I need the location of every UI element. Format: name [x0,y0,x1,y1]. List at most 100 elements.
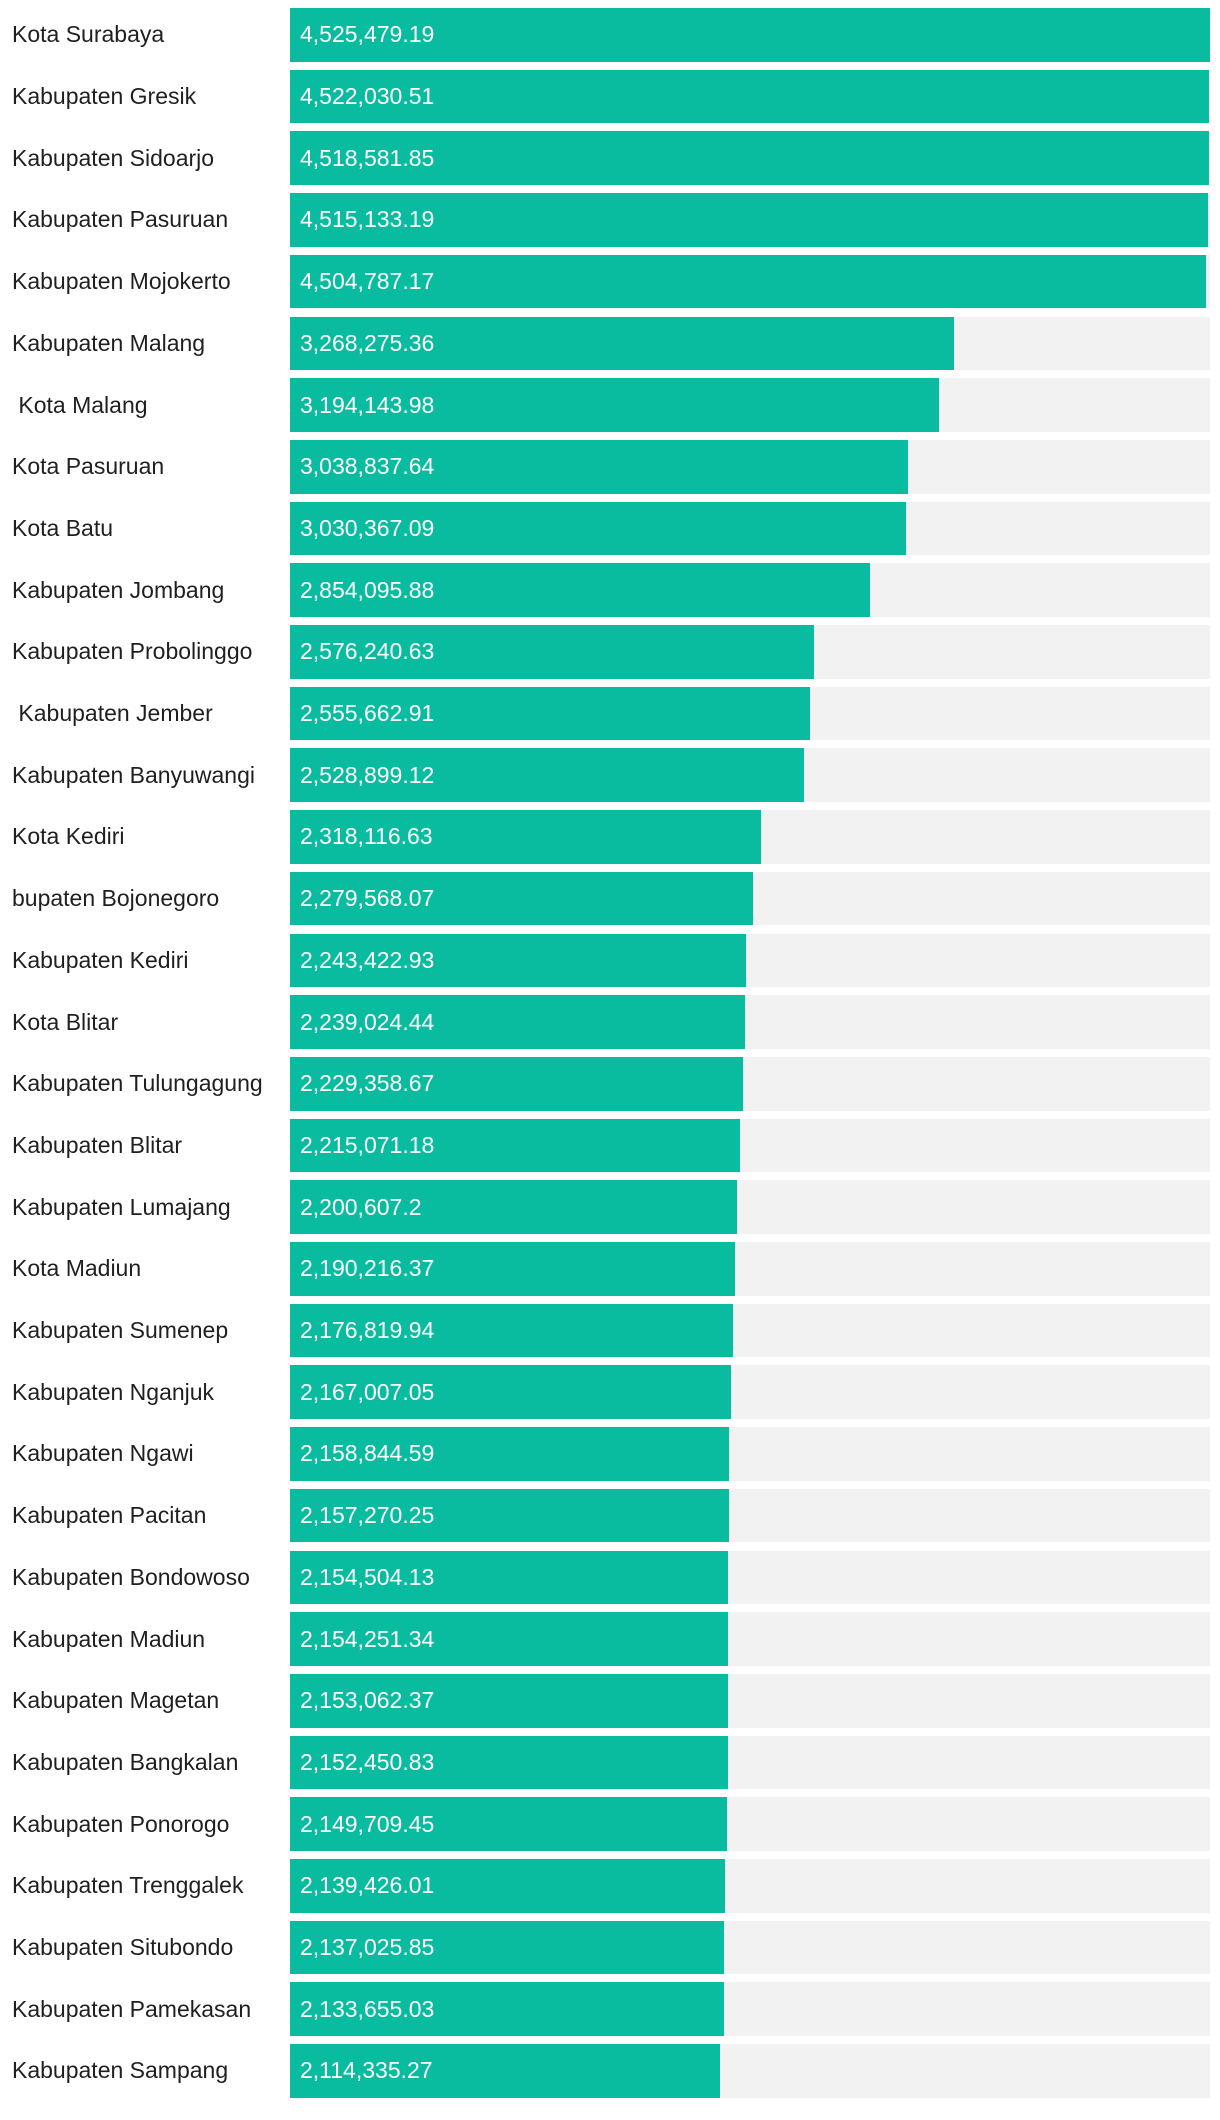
bar-value-label: 2,137,025.85 [300,1934,435,1961]
bar [290,1920,725,1975]
bar-track: 2,279,568.07 [290,871,1210,926]
category-label: Kabupaten Banyuwangi [12,761,255,788]
bar-value-label: 2,229,358.67 [300,1070,435,1097]
bar-row: Kabupaten Blitar 2,215,071.18 [0,1115,1220,1177]
bar-row: Kabupaten Mojokerto 4,504,787.17 [0,251,1220,313]
bar-track: 2,555,662.91 [290,686,1210,741]
bar [290,1242,736,1296]
category-label: Kabupaten Jombang [12,576,225,603]
bar-value-label: 2,528,899.12 [300,761,435,788]
category-label: Kabupaten Pamekasan [12,1995,252,2022]
bar [290,625,814,679]
bar-track: 2,133,655.03 [290,1982,1210,2037]
category-label: Kabupaten Ngawi [12,1440,194,1467]
bar-value-label: 2,279,568.07 [300,885,435,912]
bar [290,1488,729,1543]
bar [290,1303,733,1358]
bar [290,316,955,371]
bar [290,378,940,432]
category-label: Kabupaten Malang [12,329,206,356]
category-label: Kabupaten Gresik [12,83,197,110]
bar-row: Kota Pasuruan 3,038,837.64 [0,436,1220,498]
bar-value-label: 2,152,450.83 [300,1748,435,1775]
bar-row: Kabupaten Gresik 4,522,030.51 [0,66,1220,128]
bar-row: Kabupaten Bangkalan 2,152,450.83 [0,1732,1220,1794]
bar-track: 3,038,837.64 [290,439,1210,494]
bar [290,1859,725,1913]
bar-value-label: 2,167,007.05 [300,1378,435,1405]
bar-row: Kota Blitar 2,239,024.44 [0,991,1220,1053]
bar-track: 2,176,819.94 [290,1303,1210,1358]
bar-row: Kabupaten Ngawi 2,158,844.59 [0,1423,1220,1485]
category-label: Kabupaten Probolinggo [12,638,253,665]
category-label: Kabupaten Blitar [12,1131,183,1158]
category-label: Kabupaten Ponorogo [12,1810,230,1837]
bar-row: Kabupaten Pasuruan 4,515,133.19 [0,189,1220,251]
bar [290,1550,728,1605]
category-label: bupaten Bojonegoro [12,885,220,912]
bar [290,1982,724,2037]
bar-track: 2,154,504.13 [290,1550,1210,1605]
bar [290,748,805,803]
category-label: Kota Pasuruan [12,453,165,480]
bar-row: Kabupaten Trenggalek 2,139,426.01 [0,1855,1220,1917]
bar-track: 2,243,422.93 [290,933,1210,988]
bar-track: 4,515,133.19 [290,193,1210,247]
bar-value-label: 2,114,335.27 [300,2057,433,2084]
bar-track: 3,268,275.36 [290,316,1210,371]
bar-value-label: 4,518,581.85 [300,144,435,171]
category-label: Kabupaten Mojokerto [12,268,231,295]
bar-row: Kabupaten Madiun 2,154,251.34 [0,1608,1220,1670]
category-label: Kabupaten Pacitan [12,1502,207,1529]
bar-track: 2,576,240.63 [290,625,1210,679]
category-label: Kota Madiun [12,1255,142,1282]
bar-value-label: 2,149,709.45 [300,1810,435,1837]
bar-row: Kabupaten Banyuwangi 2,528,899.12 [0,744,1220,806]
bar-row: Kabupaten Lumajang 2,200,607.2 [0,1176,1220,1238]
bar-row: bupaten Bojonegoro 2,279,568.07 [0,868,1220,930]
bar-track: 2,158,844.59 [290,1427,1210,1481]
bar-track: 2,149,709.45 [290,1797,1210,1851]
bar-track: 2,200,607.2 [290,1180,1210,1234]
bar-value-label: 2,243,422.93 [300,946,435,973]
bar [290,1797,728,1851]
bar [290,2044,720,2098]
bar [290,1735,728,1790]
bar [290,686,810,741]
bar-row: Kabupaten Jember 2,555,662.91 [0,683,1220,745]
bar [290,69,1210,124]
bar-track: 2,239,024.44 [290,995,1210,1049]
category-label: Kabupaten Jember [12,700,213,727]
bar-value-label: 2,854,095.88 [300,576,435,603]
bar-row: Kabupaten Bondowoso 2,154,504.13 [0,1547,1220,1609]
bar-row: Kota Batu 3,030,367.09 [0,498,1220,560]
bar-track: 2,114,335.27 [290,2044,1210,2098]
bar-track: 2,152,450.83 [290,1735,1210,1790]
category-label: Kabupaten Tulungagung [12,1070,263,1097]
bar [290,1118,741,1173]
bar-row: Kabupaten Situbondo 2,137,025.85 [0,1917,1220,1979]
category-label: Kabupaten Bondowoso [12,1563,250,1590]
category-label: Kabupaten Nganjuk [12,1378,215,1405]
bar-row: Kabupaten Sumenep 2,176,819.94 [0,1300,1220,1362]
category-label: Kabupaten Sampang [12,2057,229,2084]
category-label: Kabupaten Magetan [12,1687,220,1714]
bar-track: 4,518,581.85 [290,131,1210,186]
bar-value-label: 2,153,062.37 [300,1687,435,1714]
bar-row: Kabupaten Nganjuk 2,167,007.05 [0,1361,1220,1423]
category-label: Kabupaten Lumajang [12,1193,231,1220]
bar [290,8,1210,62]
bar-value-label: 4,525,479.19 [300,21,435,48]
bar-value-label: 4,504,787.17 [300,268,435,295]
bar [290,1427,729,1481]
bar-row: Kabupaten Sidoarjo 4,518,581.85 [0,127,1220,189]
category-label: Kabupaten Pasuruan [12,206,229,233]
bar [290,563,871,617]
bar-value-label: 3,038,837.64 [300,453,435,480]
bar-value-label: 2,318,116.63 [300,823,433,850]
bar-row: Kabupaten Malang 3,268,275.36 [0,313,1220,375]
category-label: Kota Batu [12,514,114,541]
bar [290,810,762,864]
bar-row: Kota Kediri 2,318,116.63 [0,806,1220,868]
